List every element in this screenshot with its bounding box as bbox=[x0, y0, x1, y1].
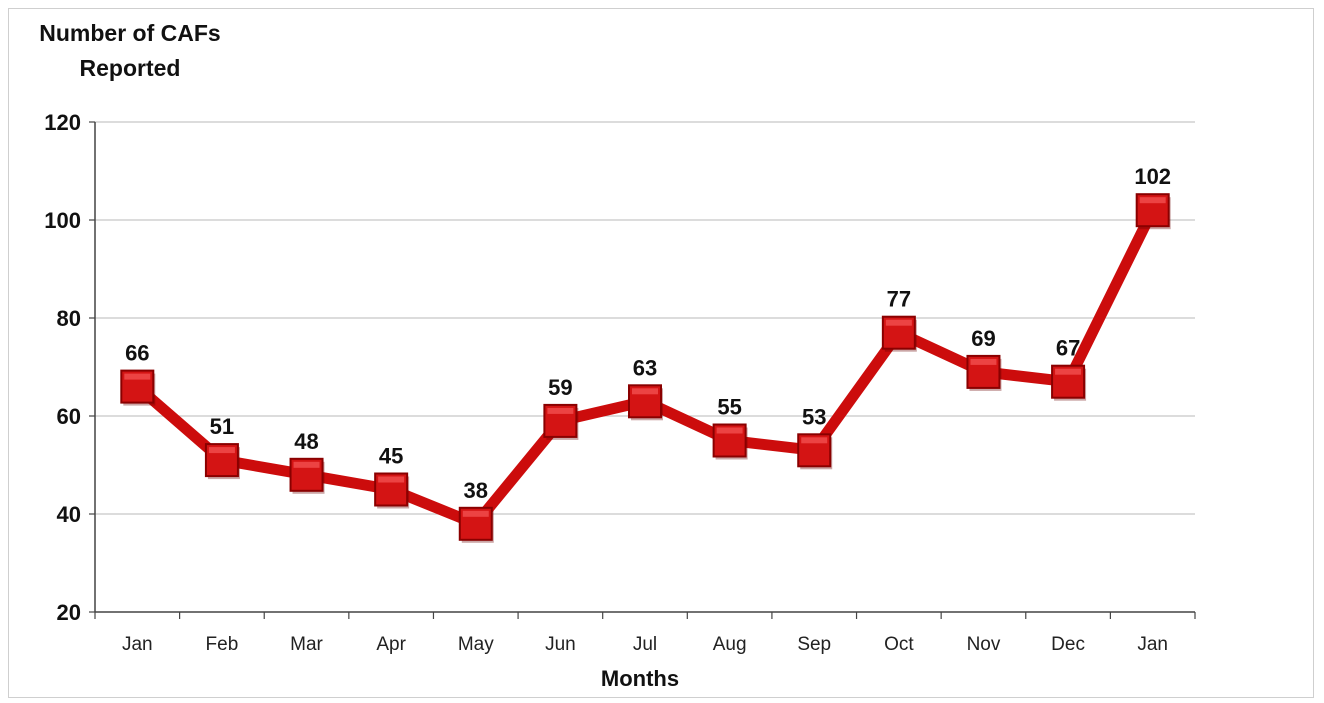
data-label: 63 bbox=[633, 355, 657, 380]
y-axis-title-line-2: Reported bbox=[79, 55, 181, 81]
x-axis-title: Months bbox=[600, 666, 680, 691]
data-point-highlight bbox=[716, 427, 743, 434]
x-tick-label: Mar bbox=[290, 634, 323, 655]
x-tick-label: Jul bbox=[633, 634, 657, 655]
x-tick-label: Jan bbox=[122, 634, 153, 655]
data-point-highlight bbox=[970, 358, 997, 365]
y-tick-label: 60 bbox=[57, 404, 81, 429]
data-point-highlight bbox=[885, 319, 912, 326]
data-label: 38 bbox=[464, 478, 488, 503]
data-label: 59 bbox=[548, 375, 572, 400]
data-point-highlight bbox=[547, 407, 574, 414]
data-point-highlight bbox=[1139, 197, 1166, 204]
y-tick-label: 20 bbox=[57, 600, 81, 625]
data-label: 102 bbox=[1134, 164, 1171, 189]
data-point-highlight bbox=[124, 373, 151, 380]
x-tick-label: Nov bbox=[967, 634, 1001, 655]
data-label: 55 bbox=[717, 395, 741, 420]
x-tick-label: Jun bbox=[545, 634, 576, 655]
x-tick-label: Aug bbox=[713, 634, 747, 655]
x-tick-label: Oct bbox=[884, 634, 914, 655]
data-point-highlight bbox=[208, 447, 235, 454]
data-label: 48 bbox=[294, 429, 318, 454]
data-point-highlight bbox=[378, 476, 405, 483]
x-tick-label: Jan bbox=[1137, 634, 1168, 655]
y-axis-title-line-1: Number of CAFs bbox=[39, 20, 221, 46]
data-point-highlight bbox=[632, 388, 658, 395]
data-point-highlight bbox=[462, 510, 489, 517]
x-tick-label: Sep bbox=[797, 634, 831, 655]
y-tick-label: 120 bbox=[44, 110, 81, 135]
x-tick-label: Feb bbox=[206, 634, 239, 655]
chart-frame bbox=[8, 8, 1314, 698]
data-label: 51 bbox=[210, 414, 234, 439]
y-axis-title: Number of CAFs Reported bbox=[0, 16, 260, 86]
data-label: 77 bbox=[887, 287, 911, 312]
data-point-highlight bbox=[1055, 368, 1082, 375]
y-tick-label: 40 bbox=[57, 502, 81, 527]
data-label: 53 bbox=[802, 404, 826, 429]
y-tick-label: 80 bbox=[57, 306, 81, 331]
data-label: 69 bbox=[971, 326, 995, 351]
data-point-highlight bbox=[801, 437, 828, 444]
data-point-highlight bbox=[293, 461, 320, 468]
data-label: 66 bbox=[125, 341, 149, 366]
x-tick-label: Apr bbox=[376, 634, 406, 655]
y-tick-label: 100 bbox=[44, 208, 81, 233]
x-tick-label: Dec bbox=[1051, 634, 1085, 655]
data-label: 45 bbox=[379, 444, 403, 469]
x-tick-label: May bbox=[458, 634, 494, 655]
data-label: 67 bbox=[1056, 336, 1080, 361]
